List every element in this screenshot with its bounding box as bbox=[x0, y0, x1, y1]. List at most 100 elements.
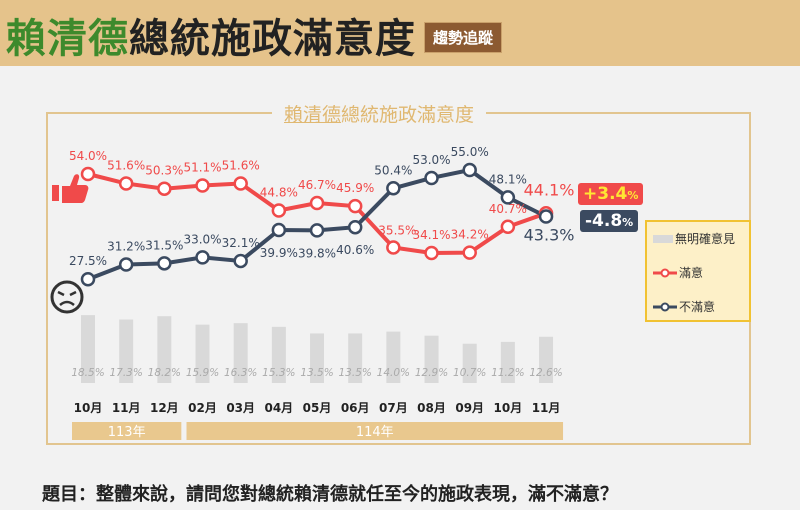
no-opinion-label: 18.5% bbox=[71, 367, 104, 379]
month-label: 05月 bbox=[303, 401, 332, 415]
satisfied-point bbox=[347, 198, 363, 214]
satisfied-label: 35.5% bbox=[378, 223, 416, 237]
dissatisfied-point bbox=[309, 223, 325, 238]
month-label: 09月 bbox=[455, 401, 484, 415]
satisfied-label: 54.0% bbox=[69, 149, 107, 163]
satisfied-label: 51.1% bbox=[183, 161, 221, 175]
dissatisfied-label: 39.8% bbox=[298, 246, 336, 260]
legend-swatch bbox=[653, 302, 677, 311]
satisfied-label: 34.2% bbox=[451, 228, 489, 242]
dissatisfied-label: 31.5% bbox=[145, 238, 183, 252]
no-opinion-bar bbox=[310, 333, 325, 383]
satisfied-label: 51.6% bbox=[222, 159, 260, 173]
no-opinion-bar bbox=[348, 333, 363, 383]
no-opinion-label: 10.7% bbox=[453, 367, 486, 379]
year-label: 114年 bbox=[356, 425, 394, 440]
satisfied-point bbox=[118, 176, 134, 191]
satisfied-label: 45.9% bbox=[336, 181, 374, 195]
month-label: 06月 bbox=[341, 401, 370, 415]
thumbs-up-icon bbox=[52, 174, 89, 203]
legend-item-no-opinion: 無明確意見 bbox=[653, 230, 735, 247]
no-opinion-label: 11.2% bbox=[491, 367, 524, 379]
no-opinion-label: 12.6% bbox=[529, 367, 562, 379]
dissatisfied-label: 33.0% bbox=[183, 232, 221, 246]
satisfied-point bbox=[195, 178, 210, 193]
no-opinion-label: 13.5% bbox=[339, 367, 372, 379]
dissatisfied-label: 50.4% bbox=[374, 163, 412, 177]
dissatisfied-point bbox=[386, 181, 401, 196]
no-opinion-label: 15.3% bbox=[262, 367, 295, 379]
month-label: 02月 bbox=[188, 401, 217, 415]
satisfied-point bbox=[500, 219, 516, 235]
dissatisfied-label: 40.6% bbox=[336, 243, 374, 257]
month-label: 11月 bbox=[112, 401, 141, 415]
no-opinion-label: 14.0% bbox=[377, 367, 410, 379]
year-band bbox=[186, 422, 564, 440]
unit: % bbox=[627, 189, 639, 202]
no-opinion-bar bbox=[539, 336, 554, 383]
year-band bbox=[72, 422, 182, 440]
dissatisfied-point bbox=[233, 253, 248, 269]
legend-label: 無明確意見 bbox=[675, 232, 736, 246]
month-label: 03月 bbox=[226, 401, 255, 415]
dissatisfied-point bbox=[80, 271, 96, 287]
satisfied-point bbox=[309, 195, 325, 211]
dissatisfied-label: 39.9% bbox=[260, 246, 298, 260]
month-label: 04月 bbox=[264, 401, 293, 415]
dissatisfied-label: 48.1% bbox=[489, 172, 527, 186]
no-opinion-bar bbox=[195, 324, 210, 383]
satisfied-label: 46.7% bbox=[298, 178, 336, 192]
month-label: 08月 bbox=[417, 401, 446, 415]
no-opinion-label: 12.9% bbox=[415, 367, 448, 379]
no-opinion-label: 16.3% bbox=[224, 367, 257, 379]
subtitle-name: 賴清德 bbox=[284, 104, 342, 126]
dissatisfied-point bbox=[424, 170, 439, 186]
no-opinion-label: 15.9% bbox=[186, 367, 219, 379]
dissatisfied-label: 32.1% bbox=[222, 236, 260, 250]
angry-face-icon bbox=[50, 280, 84, 314]
legend-swatch bbox=[653, 268, 677, 277]
header-band: 賴清德總統施政滿意度 趨勢追蹤 bbox=[0, 0, 800, 66]
subtitle-rest: 總統施政滿意度 bbox=[341, 104, 475, 126]
no-opinion-bar bbox=[462, 343, 477, 383]
unit: % bbox=[622, 216, 634, 229]
satisfied-point bbox=[386, 240, 401, 255]
dissatisfied-label: 53.0% bbox=[412, 153, 450, 167]
legend-swatch bbox=[653, 234, 673, 243]
dissatisfied-point bbox=[538, 209, 554, 224]
satisfied-point bbox=[157, 181, 172, 196]
title-name: 賴清德 bbox=[6, 16, 129, 62]
dissatisfied-change-tag: -4.8% bbox=[580, 210, 639, 232]
title-rest: 總統施政滿意度 bbox=[129, 16, 416, 62]
dissatisfied-point bbox=[500, 190, 516, 205]
no-opinion-bar bbox=[157, 316, 172, 383]
satisfied-label: 51.6% bbox=[107, 159, 145, 173]
trend-badge: 趨勢追蹤 bbox=[424, 22, 503, 53]
legend-item-satisfied: 滿意 bbox=[653, 264, 703, 281]
survey-question: 題目：整體來說，請問您對總統賴清德就任至今的施政表現，滿不滿意？ bbox=[42, 484, 618, 505]
month-label: 10月 bbox=[494, 401, 523, 415]
no-opinion-label: 17.3% bbox=[109, 367, 142, 379]
month-label: 07月 bbox=[379, 401, 408, 415]
satisfied-label: 50.3% bbox=[145, 164, 183, 178]
year-label: 113年 bbox=[108, 425, 146, 440]
no-opinion-bar bbox=[81, 315, 95, 383]
legend: 無明確意見 滿意 不滿意 bbox=[645, 220, 751, 322]
no-opinion-bar bbox=[386, 331, 401, 383]
dissatisfied-label: 31.2% bbox=[107, 240, 145, 254]
satisfied-label: 34.1% bbox=[412, 228, 450, 242]
no-opinion-label: 18.2% bbox=[148, 367, 181, 379]
legend-label: 不滿意 bbox=[679, 300, 716, 314]
no-opinion-label: 13.5% bbox=[300, 367, 333, 379]
legend-item-dissatisfied: 不滿意 bbox=[653, 298, 715, 315]
dissatisfied-point bbox=[157, 256, 172, 271]
dissatisfied-point bbox=[118, 257, 134, 272]
dissatisfied-point bbox=[271, 222, 287, 238]
satisfied-change: +3.4 bbox=[583, 184, 628, 204]
dissatisfied-point bbox=[462, 162, 477, 178]
no-opinion-bar bbox=[271, 326, 286, 383]
satisfied-label: 44.1% bbox=[524, 180, 575, 199]
dissatisfied-change: -4.8 bbox=[585, 211, 623, 231]
no-opinion-bar bbox=[119, 319, 134, 383]
